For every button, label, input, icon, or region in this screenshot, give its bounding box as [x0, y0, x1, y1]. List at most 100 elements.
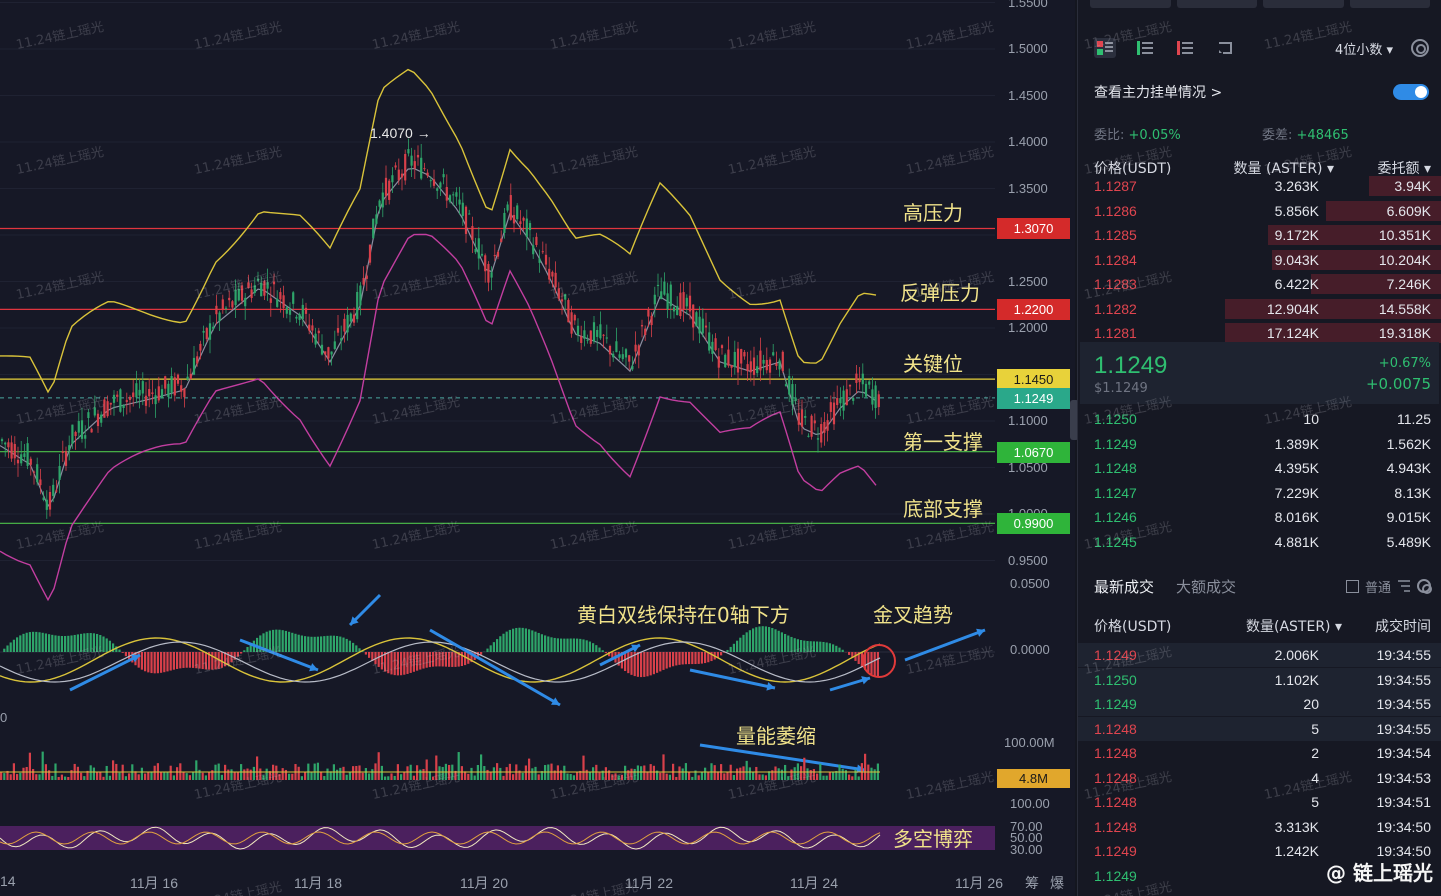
decimals-dropdown[interactable]: 4位小数 ▾ — [1335, 42, 1393, 58]
trade-price: 1.1248 — [1094, 818, 1137, 835]
trade-qty-header[interactable]: 数量(ASTER) ▾ — [1246, 619, 1342, 635]
normal-checkbox[interactable] — [1345, 579, 1359, 593]
qty-header[interactable]: 数量 (ASTER) ▾ — [1233, 161, 1334, 177]
volume-bar — [627, 770, 630, 780]
macd-bar — [9, 642, 12, 652]
candle-body — [368, 244, 372, 263]
ask-row[interactable]: 1.1281 17.124K 19.318K — [1078, 321, 1441, 345]
macd-bar — [44, 633, 47, 652]
macd-bar — [835, 645, 838, 652]
macd-bar — [76, 634, 79, 652]
volume-bar — [57, 776, 60, 780]
total-header[interactable]: 委托额 ▾ — [1377, 161, 1431, 177]
bid-row[interactable]: 1.1249 1.389K 1.562K — [1078, 432, 1441, 456]
volume-bar — [736, 768, 739, 780]
candle-body — [749, 361, 752, 373]
ask-row[interactable]: 1.1287 3.263K 3.94K — [1078, 174, 1441, 198]
macd-bar — [112, 643, 115, 652]
bid-row[interactable]: 1.1250 10 11.25 — [1078, 407, 1441, 431]
volume-bar — [601, 770, 604, 780]
macd-bar — [441, 652, 444, 667]
ask-row[interactable]: 1.1283 6.422K 7.246K — [1078, 272, 1441, 296]
volume-bar — [201, 772, 204, 780]
bids-only-view-icon[interactable] — [1134, 38, 1156, 58]
candlestick-chart[interactable] — [0, 0, 1075, 896]
candle-body — [420, 157, 423, 179]
both-sides-view-icon[interactable] — [1094, 38, 1116, 58]
volume-bar — [608, 770, 611, 780]
candle-body — [551, 271, 554, 277]
macd-bar — [579, 638, 582, 652]
volume-bar — [83, 776, 86, 780]
volume-bar — [553, 770, 556, 780]
asks-only-view-icon[interactable] — [1174, 38, 1196, 58]
ask-qty: 12.904K — [1266, 300, 1319, 317]
candle-body — [525, 218, 528, 237]
price-tick: 1.4500 — [1008, 87, 1048, 103]
macd-bar — [860, 652, 863, 667]
bid-row[interactable]: 1.1246 8.016K 9.015K — [1078, 505, 1441, 529]
footer-label[interactable]: 爆 — [1050, 876, 1064, 892]
macd-bar — [688, 652, 691, 665]
ask-row[interactable]: 1.1284 9.043K 10.204K — [1078, 248, 1441, 272]
macd-bar — [492, 642, 495, 652]
ask-row[interactable]: 1.1285 9.172K 10.351K — [1078, 223, 1441, 247]
main-orders-toggle[interactable] — [1393, 84, 1429, 100]
bid-row[interactable]: 1.1247 7.229K 8.13K — [1078, 481, 1441, 505]
panel-collapse-handle[interactable] — [1070, 400, 1079, 440]
candle-body — [93, 407, 96, 416]
filter-icon[interactable] — [1397, 579, 1411, 593]
settings-gear-icon[interactable] — [1411, 39, 1429, 57]
top-tabs[interactable] — [1090, 0, 1430, 8]
trade-row: 1.1250 1.102K 19:34:55 — [1078, 667, 1441, 692]
view-main-orders-link[interactable]: 查看主力挂单情况 > — [1094, 85, 1223, 101]
trade-settings-gear-icon[interactable] — [1417, 579, 1432, 594]
footer-label[interactable]: 筹 — [1025, 876, 1039, 892]
volume-bar — [124, 776, 127, 780]
tab-latest-trades[interactable]: 最新成交 — [1094, 577, 1155, 596]
candle-body — [679, 292, 682, 317]
volume-bar — [188, 775, 191, 780]
candle-body — [365, 275, 368, 279]
rsi-annotation: 多空博弈 — [893, 827, 973, 851]
candle-body — [836, 397, 839, 406]
macd-bar — [182, 652, 185, 668]
volume-bar — [755, 766, 758, 780]
candle-body — [288, 309, 292, 315]
bid-row[interactable]: 1.1245 4.881K 5.489K — [1078, 530, 1441, 554]
candle-body — [480, 253, 484, 256]
volume-bar — [204, 775, 207, 780]
orderbook-toolbar: 4位小数 ▾ — [1094, 36, 1429, 60]
macd-bar — [720, 652, 723, 656]
trade-time: 19:34:53 — [1376, 769, 1432, 786]
macd-bar — [144, 652, 147, 672]
orderbook-header: 价格(USDT) 数量 (ASTER) ▾ 委托额 ▾ — [1094, 158, 1431, 178]
volume-bar — [742, 766, 745, 780]
chart-panel[interactable]: 1.55001.50001.45001.40001.35001.30001.25… — [0, 0, 1079, 896]
trade-row: 1.1248 3.313K 19:34:50 — [1078, 815, 1441, 839]
volume-bar — [851, 776, 854, 780]
macd-bar — [601, 650, 604, 652]
volume-bar — [604, 767, 607, 780]
normal-filter[interactable]: 普通 — [1345, 577, 1432, 596]
depth-view-icon[interactable] — [1214, 38, 1236, 58]
ask-row[interactable]: 1.1286 5.856K 6.609K — [1078, 199, 1441, 223]
tab-large-trades[interactable]: 大额成交 — [1176, 577, 1237, 596]
trade-price: 1.1249 — [1094, 843, 1137, 859]
macd-bar — [169, 652, 172, 671]
trend-arrow — [239, 638, 319, 672]
candle-body — [810, 415, 813, 437]
ask-row[interactable]: 1.1282 12.904K 14.558K — [1078, 297, 1441, 321]
candle-body — [416, 154, 420, 158]
volume-bar — [364, 768, 367, 780]
volume-bar — [252, 766, 255, 780]
bid-row[interactable]: 1.1248 4.395K 4.943K — [1078, 456, 1441, 480]
price-tick: 1.2500 — [1008, 273, 1048, 289]
macd-bar — [35, 631, 38, 652]
candle-body — [413, 161, 416, 169]
volume-bar — [707, 771, 710, 780]
level-price-badge: 0.9900 — [997, 513, 1070, 535]
volume-bar — [361, 772, 364, 780]
macd-bar — [870, 652, 873, 675]
candle-body — [807, 435, 810, 437]
